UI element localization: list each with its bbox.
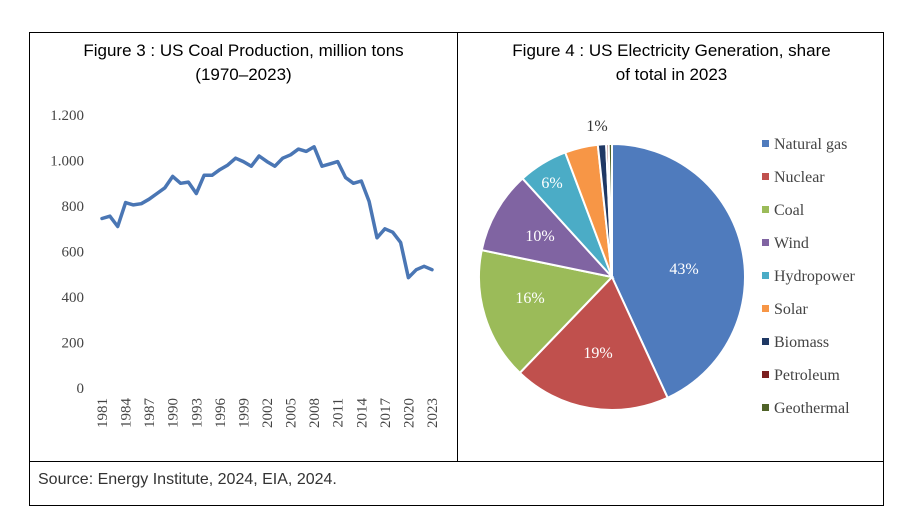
legend-label-natural-gas: Natural gas — [774, 136, 847, 153]
x-tick-label: 2008 — [307, 398, 323, 428]
pie-slice-nuclear — [518, 275, 669, 411]
legend-label-solar: Solar — [774, 301, 808, 318]
legend-swatch-natural-gas — [762, 140, 769, 147]
pie-chart-title-line2: of total in 2023 — [615, 65, 728, 84]
legend-label-biomass: Biomass — [774, 334, 829, 351]
line-chart-title-line1: Figure 3 : US Coal Production, million t… — [83, 41, 404, 60]
x-tick-label: 1984 — [119, 398, 135, 429]
pie-slice-coal — [478, 248, 614, 375]
source-note: Source: Energy Institute, 2024, EIA, 202… — [38, 471, 337, 488]
pie-label-natural-gas: 43% — [669, 261, 698, 278]
pie-label-wind: 10% — [525, 228, 554, 245]
x-tick-label: 1996 — [213, 398, 229, 429]
pie-label-hydropower: 6% — [541, 175, 562, 192]
pie-label-coal: 16% — [515, 290, 544, 307]
x-tick-label: 2002 — [260, 398, 276, 428]
line-chart-title-line2: (1970–2023) — [195, 65, 292, 84]
legend-swatch-coal — [762, 206, 769, 213]
legend-swatch-geothermal — [762, 404, 769, 411]
y-tick-label: 1.200 — [50, 108, 84, 124]
legend-label-coal: Coal — [774, 202, 805, 219]
source-divider — [30, 461, 883, 462]
x-tick-label: 2017 — [378, 398, 394, 429]
y-tick-label: 1.000 — [50, 154, 84, 170]
pie-slice-natural-gas — [611, 142, 747, 400]
coal-production-series-line — [100, 145, 434, 280]
y-tick-label: 0 — [77, 381, 85, 397]
legend-label-petroleum: Petroleum — [774, 367, 840, 384]
x-tick-label: 2020 — [401, 398, 417, 428]
x-tick-label: 2014 — [354, 398, 370, 429]
x-tick-label: 2011 — [331, 398, 347, 427]
legend-label-geothermal: Geothermal — [774, 400, 850, 417]
pie-chart-title: Figure 4 : US Electricity Generation, sh… — [458, 39, 885, 87]
y-tick-label: 800 — [62, 199, 85, 215]
pie-slice-wind — [480, 177, 615, 279]
pie-chart-title-line1: Figure 4 : US Electricity Generation, sh… — [512, 41, 831, 60]
x-tick-label: 2023 — [425, 398, 441, 428]
x-tick-label: 1999 — [236, 398, 252, 428]
x-tick-label: 2005 — [284, 398, 300, 428]
figure-frame: Figure 3 : US Coal Production, million t… — [29, 32, 884, 506]
legend-swatch-nuclear — [762, 173, 769, 180]
x-tick-label: 1987 — [142, 398, 158, 429]
y-tick-label: 600 — [62, 245, 85, 261]
legend-swatch-petroleum — [762, 371, 769, 378]
legend-swatch-solar — [762, 305, 769, 312]
legend-label-nuclear: Nuclear — [774, 169, 825, 186]
legend-swatch-biomass — [762, 338, 769, 345]
line-chart-title: Figure 3 : US Coal Production, million t… — [30, 39, 457, 87]
x-tick-label: 1993 — [189, 398, 205, 428]
legend-swatch-wind — [762, 239, 769, 246]
legend-swatch-hydropower — [762, 272, 769, 279]
y-tick-label: 400 — [62, 290, 85, 306]
x-tick-label: 1990 — [166, 398, 182, 428]
panel-divider — [457, 33, 458, 461]
x-tick-label: 1981 — [95, 398, 111, 428]
legend-label-wind: Wind — [774, 235, 809, 252]
pie-slice-geothermal — [607, 142, 613, 278]
pie-label-nuclear: 19% — [583, 345, 612, 362]
y-tick-label: 200 — [62, 336, 85, 352]
legend-label-hydropower: Hydropower — [774, 268, 856, 285]
pie-label-biomass: 1% — [586, 118, 607, 135]
